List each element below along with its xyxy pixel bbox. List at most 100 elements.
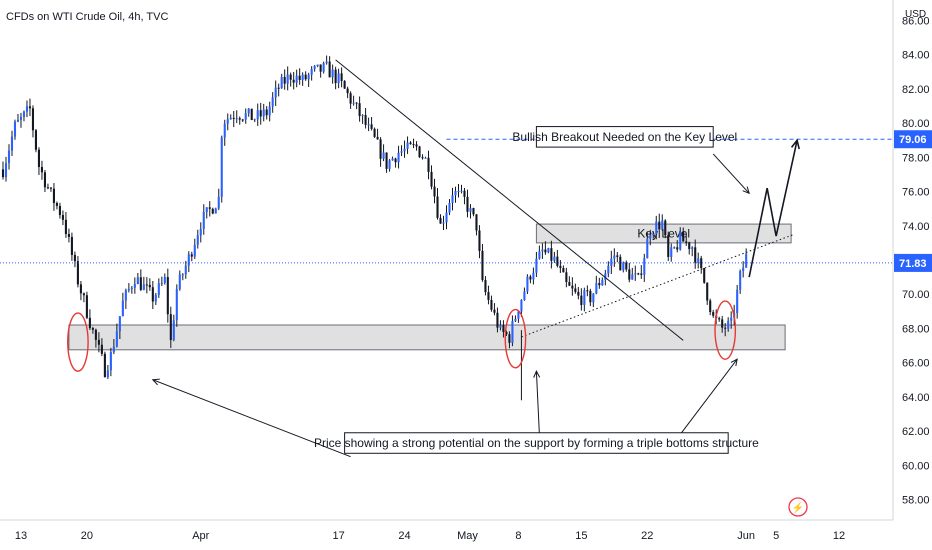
candle-body	[97, 339, 100, 345]
downtrend-line[interactable]	[335, 59, 684, 341]
candle-body	[442, 222, 445, 224]
candle-body	[643, 258, 646, 275]
candle-body	[334, 69, 337, 84]
candle-body	[493, 309, 496, 313]
candle-body	[7, 150, 11, 164]
rising-support-line[interactable]	[521, 233, 795, 338]
annotation-arrow	[712, 153, 750, 194]
candle-body	[364, 115, 367, 125]
projection-path[interactable]	[748, 140, 798, 278]
candle-body	[274, 87, 277, 98]
breakout-note[interactable]: Bullish Breakout Needed on the Key Level	[512, 126, 750, 195]
support-zone[interactable]	[68, 324, 786, 351]
candle-body	[142, 284, 145, 290]
candle-body	[712, 312, 715, 316]
candle-body	[82, 293, 85, 296]
candle-body	[664, 220, 667, 236]
candle-body	[535, 258, 538, 273]
candle-body	[394, 158, 397, 163]
candle-body	[604, 273, 607, 280]
triple-bottom-note[interactable]: Price showing a strong potential on the …	[151, 358, 759, 458]
candle-body	[427, 157, 430, 172]
candle-body	[673, 247, 676, 249]
candle-body	[478, 230, 481, 251]
x-tick-label: May	[457, 530, 478, 542]
candle-body	[469, 208, 472, 212]
candle-body	[562, 268, 565, 273]
candle-body	[136, 277, 139, 284]
candle-body	[586, 290, 589, 292]
candle-body	[127, 288, 130, 291]
candle-body	[79, 284, 82, 294]
candle-body	[502, 325, 505, 333]
candle-body	[508, 334, 511, 343]
candle-body	[106, 370, 109, 378]
bottom-circle[interactable]	[67, 312, 89, 372]
candle-body	[505, 332, 508, 335]
candle-body	[331, 69, 334, 78]
candle-body	[166, 277, 169, 315]
target-price-badge	[894, 130, 932, 149]
candle-body	[61, 215, 64, 220]
candle-body	[565, 272, 568, 283]
candle-body	[55, 202, 58, 206]
candle-body	[652, 233, 655, 236]
bottom-circle[interactable]	[714, 300, 737, 360]
annotation-arrow	[535, 371, 540, 435]
candle-body	[271, 97, 274, 107]
y-tick-label: 58.00	[902, 494, 930, 506]
price-axis[interactable]: 86.0084.0082.0080.0078.0076.0074.0072.00…	[894, 16, 932, 507]
x-tick-label: 20	[81, 530, 93, 542]
x-tick-label: 24	[398, 530, 410, 542]
y-tick-label: 68.00	[902, 323, 930, 335]
triple-bottom-note-text: Price showing a strong potential on the …	[314, 436, 759, 450]
key-level-zone[interactable]	[535, 223, 792, 244]
current-price-badge	[894, 253, 932, 272]
candle-body	[148, 284, 151, 288]
candle-body	[607, 265, 610, 274]
candle-body	[376, 136, 379, 140]
current-price-text: 71.83	[899, 258, 927, 270]
breakout-note-box	[535, 126, 714, 148]
candle-body	[322, 63, 325, 72]
candle-body	[34, 130, 38, 150]
candle-body	[370, 124, 373, 129]
candle-body	[37, 149, 41, 168]
candle-body	[283, 76, 286, 84]
candle-body	[43, 172, 46, 188]
candle-body	[511, 320, 514, 343]
candle-body	[172, 320, 175, 341]
time-axis[interactable]: 13 20 Apr 17 24 May 8 15 22 Jun 5 12	[15, 530, 845, 542]
candle-body	[640, 273, 643, 275]
bottom-circle[interactable]	[504, 308, 527, 369]
candle-body	[229, 117, 232, 120]
candle-body	[352, 102, 355, 104]
y-tick-label: 84.00	[902, 50, 930, 62]
candle-body	[646, 238, 649, 259]
candle-body	[679, 231, 682, 250]
candle-body	[253, 119, 256, 121]
triple-bottom-note-box	[344, 432, 729, 454]
candle-body	[76, 261, 79, 285]
breakout-note-text: Bullish Breakout Needed on the Key Level	[512, 130, 737, 144]
logo-badge[interactable]: ⚡	[788, 497, 808, 517]
annotation-arrow	[679, 358, 738, 435]
candle-body	[670, 247, 673, 257]
candle-body	[112, 346, 115, 353]
candle-body	[73, 254, 76, 262]
candle-body	[739, 271, 742, 290]
candle-body	[373, 128, 376, 137]
candle-body	[337, 73, 340, 84]
candle-body	[157, 283, 160, 295]
candle-body	[730, 317, 733, 321]
x-tick-label: 5	[773, 530, 779, 542]
candle-body	[388, 160, 391, 169]
candle-body	[262, 109, 265, 117]
candle-body	[280, 76, 283, 89]
candle-body	[742, 267, 745, 272]
candle-body	[490, 299, 493, 310]
candle-body	[721, 319, 724, 328]
candle-body	[526, 276, 529, 292]
y-tick-label: 70.00	[902, 289, 930, 301]
